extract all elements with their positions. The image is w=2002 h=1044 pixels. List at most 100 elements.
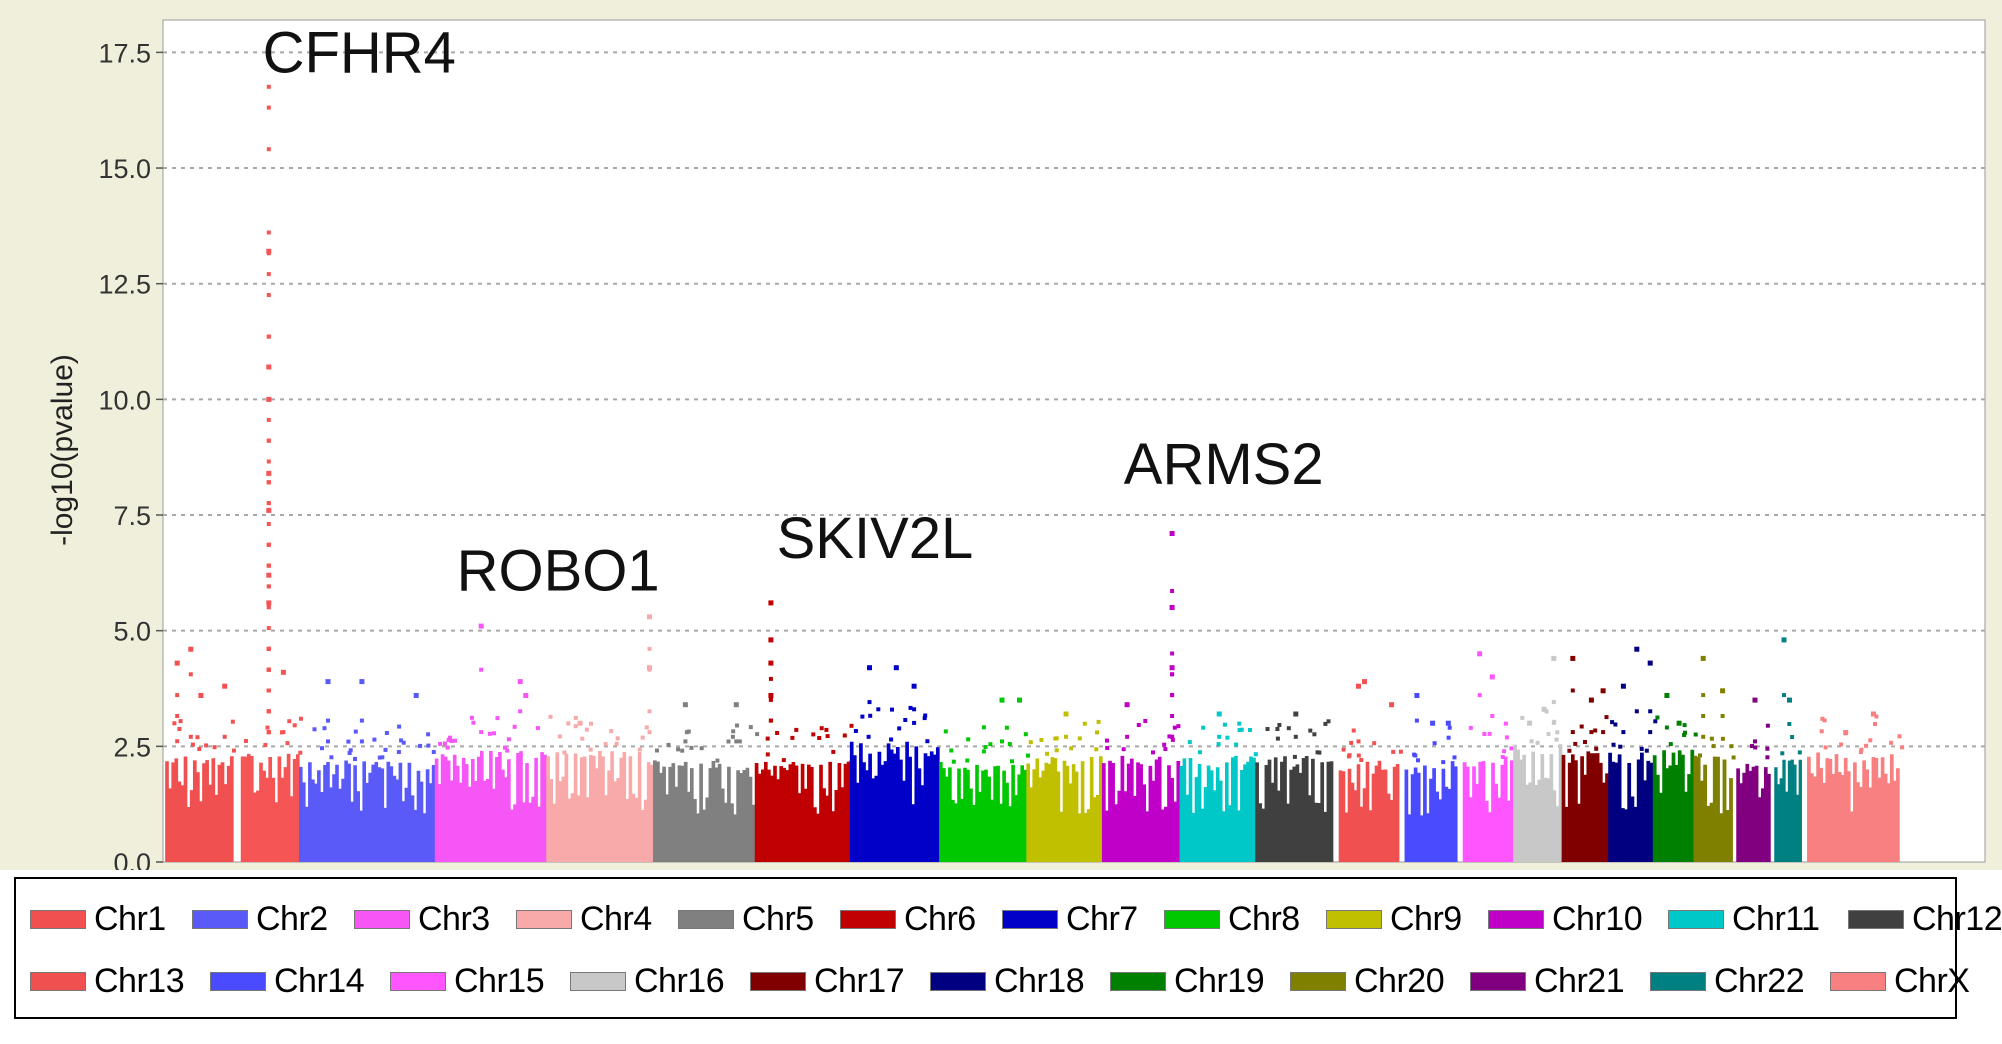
- snp-point: [1308, 728, 1313, 733]
- snp-point: [1701, 714, 1706, 718]
- chromosome-density: [1101, 755, 1181, 862]
- snp-point: [614, 741, 619, 746]
- snp-point: [1502, 749, 1507, 754]
- peak-point: [1169, 665, 1175, 671]
- snp-point: [1570, 688, 1575, 693]
- peak-point: [1356, 683, 1361, 689]
- snp-point: [1275, 736, 1280, 741]
- peak-point: [1647, 660, 1653, 666]
- gene-annotation: SKIV2L: [777, 506, 974, 571]
- snp-point: [266, 417, 271, 422]
- snp-point: [492, 731, 496, 736]
- peak-point: [768, 693, 774, 698]
- snp-point: [730, 734, 735, 739]
- snp-point: [868, 713, 873, 718]
- chromosome-chr18: [1561, 655, 1609, 862]
- chromosome-chr2: [240, 49, 303, 862]
- snp-point: [1170, 651, 1175, 656]
- peak-point: [1570, 655, 1576, 661]
- legend-swatch: [1470, 971, 1526, 991]
- peak-point: [266, 248, 272, 254]
- snp-point: [266, 501, 271, 506]
- snp-point: [1780, 751, 1785, 756]
- snp-point: [1546, 732, 1551, 737]
- snp-point: [849, 723, 854, 728]
- snp-point: [244, 739, 248, 743]
- snp-point: [1648, 709, 1653, 714]
- snp-point: [768, 676, 773, 681]
- peak-point: [1870, 711, 1876, 717]
- snp-point: [266, 459, 271, 464]
- snp-point: [765, 736, 770, 741]
- snp-point: [866, 734, 871, 739]
- snp-point: [1277, 723, 1282, 727]
- snp-point: [396, 750, 401, 754]
- snp-point: [266, 334, 271, 339]
- chromosome-density: [1462, 756, 1514, 862]
- snp-point: [479, 730, 484, 735]
- gene-annotation: CFHR4: [263, 20, 456, 85]
- snp-point: [197, 747, 202, 751]
- snp-point: [1222, 722, 1227, 727]
- chromosome-chr22: [1736, 697, 1771, 862]
- snp-point: [548, 714, 553, 719]
- snp-point: [1326, 719, 1331, 724]
- snp-point: [1583, 740, 1587, 744]
- snp-point: [287, 719, 292, 724]
- snp-point: [1341, 747, 1346, 752]
- snp-point: [1028, 740, 1033, 745]
- snp-point: [1729, 744, 1734, 749]
- manhattan-plot: 0.0 2.5 5.0 7.5 10.0 12.5 15.0 17.5 -log10(pvalu…: [46, 19, 1986, 870]
- snp-point: [1613, 722, 1618, 727]
- legend-item-chr21: Chr21: [1470, 956, 1625, 1006]
- snp-point: [589, 721, 593, 726]
- legend-item-chr9: Chr9: [1326, 894, 1462, 944]
- snp-point: [397, 724, 402, 729]
- gene-annotation: ARMS2: [1124, 432, 1324, 497]
- snp-point: [1172, 725, 1177, 730]
- snp-point: [1653, 719, 1658, 724]
- legend-item-chr13: Chr13: [30, 956, 185, 1006]
- snp-point: [811, 732, 816, 737]
- snp-point: [775, 731, 780, 735]
- snp-point: [299, 716, 303, 721]
- chromosome-chr6: [652, 702, 760, 862]
- snp-point: [348, 748, 353, 753]
- snp-point: [1225, 735, 1230, 740]
- snp-point: [230, 719, 235, 724]
- snp-point: [1151, 750, 1155, 755]
- snp-point: [1356, 753, 1361, 758]
- snp-point: [842, 733, 847, 738]
- snp-point: [380, 755, 385, 760]
- snp-point: [580, 736, 585, 741]
- snp-point: [518, 709, 523, 714]
- chromosome-chr9: [939, 697, 1030, 862]
- snp-point: [983, 745, 988, 749]
- snp-point: [1900, 745, 1905, 750]
- snp-point: [1682, 733, 1687, 737]
- legend-swatch: [1110, 971, 1166, 991]
- snp-point: [1096, 719, 1101, 724]
- snp-point: [1170, 589, 1175, 593]
- peak-point: [1541, 706, 1547, 712]
- peak-point: [647, 665, 652, 671]
- snp-point: [1765, 723, 1770, 728]
- snp-point: [1447, 725, 1452, 730]
- snp-point: [1398, 749, 1403, 754]
- peak-point: [1489, 674, 1495, 680]
- snp-point: [1253, 752, 1258, 757]
- legend-swatch: [1650, 971, 1706, 991]
- snp-point: [326, 739, 330, 744]
- snp-point: [912, 707, 917, 712]
- legend-item-chr5: Chr5: [678, 894, 814, 944]
- snp-point: [943, 729, 948, 734]
- snp-point: [195, 735, 200, 740]
- snp-point: [281, 730, 286, 735]
- chromosome-chr14: [1338, 679, 1403, 862]
- legend-swatch: [1164, 909, 1220, 929]
- snp-point: [1873, 722, 1877, 726]
- legend-item-chr14: Chr14: [210, 956, 365, 1006]
- chromosome-density: [165, 756, 234, 862]
- legend-item-chr3: Chr3: [354, 894, 490, 944]
- chromosome-density: [1608, 752, 1654, 862]
